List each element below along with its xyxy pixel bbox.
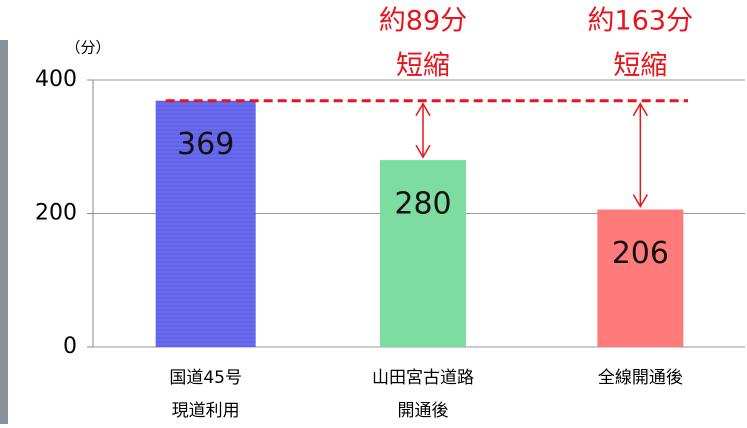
value-label: 206 [612, 236, 669, 271]
bar [597, 209, 683, 347]
value-label: 369 [177, 127, 234, 162]
annotation: 約163分 [588, 6, 694, 37]
y-tick-label: 400 [35, 67, 77, 92]
value-label: 280 [394, 187, 451, 222]
x-tick-label: 山田宮古道路 [372, 368, 474, 388]
x-tick-label: 現道利用 [172, 401, 240, 421]
y-unit: （分） [65, 39, 110, 57]
y-tick-label: 200 [35, 201, 77, 226]
x-tick-label: 国道45号 [169, 368, 242, 388]
x-tick-label: 全線開通後 [598, 368, 683, 388]
photo-edge [0, 40, 8, 424]
annotation: 短縮 [396, 51, 450, 82]
annotation: 約89分 [379, 6, 467, 37]
chart: （分） 0 200 400 369 国道45号現道利用 280 山田宮古道路開通後 206 全線… [0, 0, 747, 424]
y-tick-label: 0 [63, 334, 77, 359]
annotation: 短縮 [613, 51, 667, 82]
x-tick-label: 開通後 [398, 401, 449, 421]
